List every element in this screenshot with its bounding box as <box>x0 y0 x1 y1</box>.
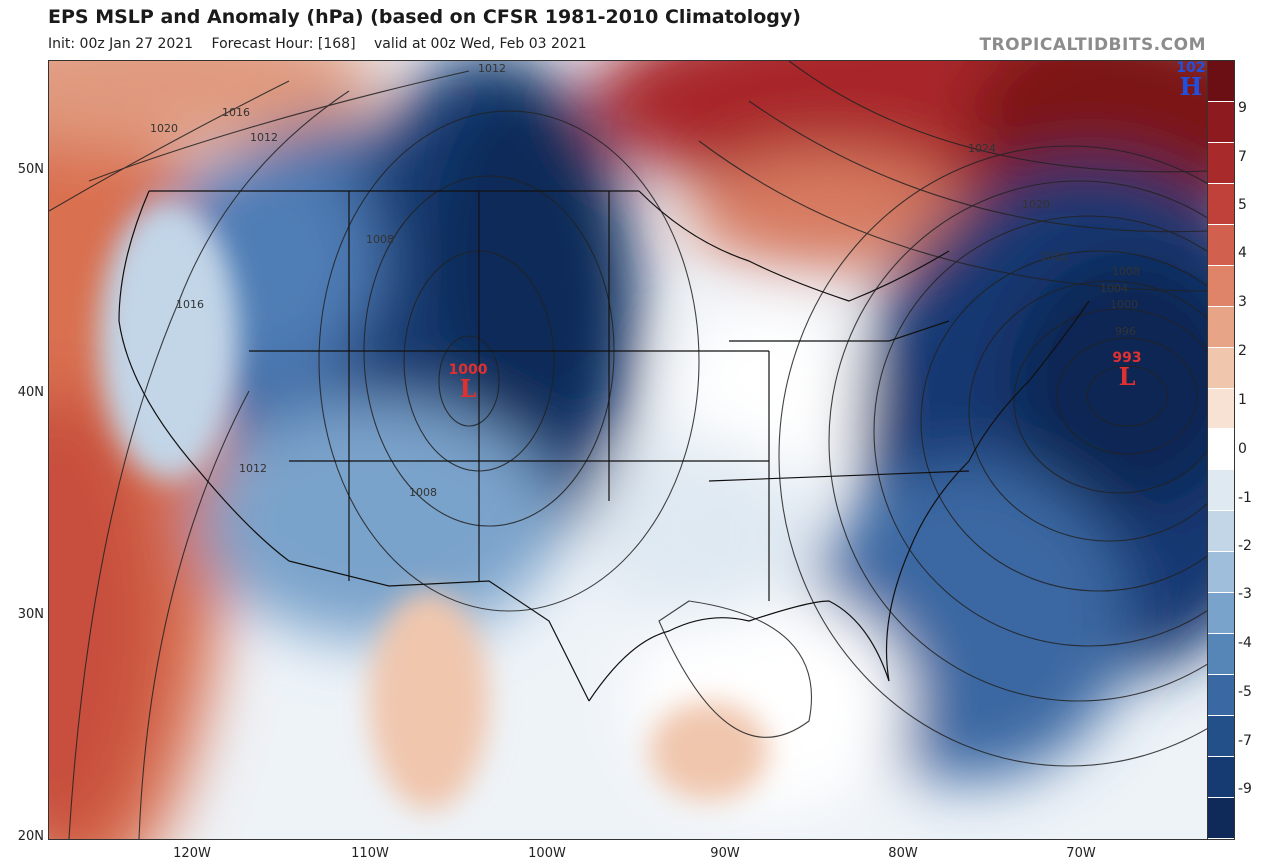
lat-label-40n: 40N <box>17 385 44 400</box>
isobar-label: 1012 <box>478 62 506 75</box>
colorbar-cell <box>1208 716 1234 757</box>
isobar-label: 1004 <box>1100 282 1128 295</box>
isobar-label: 1008 <box>409 486 437 499</box>
colorbar-tick-label: 1 <box>1238 392 1247 408</box>
isobars <box>49 61 1207 839</box>
colorbar-tick-label: -3 <box>1238 586 1252 602</box>
colorbar-tick-label: -2 <box>1238 538 1252 554</box>
lon-label-80w: 80W <box>888 846 918 861</box>
lon-label-70w: 70W <box>1066 846 1096 861</box>
valid-time: valid at 00z Wed, Feb 03 2021 <box>373 36 587 52</box>
borders <box>118 190 1090 702</box>
colorbar-tick-label: -7 <box>1238 733 1252 749</box>
colorbar-cell <box>1208 388 1234 430</box>
colorbar-cell <box>1208 470 1234 512</box>
high-pressure-symbol: H <box>1179 72 1203 101</box>
colorbar-tick-label: 0 <box>1238 441 1247 457</box>
colorbar-cell <box>1208 306 1234 348</box>
lon-label-110w: 110W <box>351 846 389 861</box>
anomaly-detail <box>99 201 769 811</box>
low-pressure-value: 1000 <box>448 362 488 378</box>
isobar-label: 996 <box>1115 325 1136 338</box>
colorbar-cell <box>1208 552 1234 594</box>
colorbar-cell <box>1208 224 1234 266</box>
colorbar-cell <box>1208 101 1234 143</box>
colorbar-tick-label: 5 <box>1238 197 1247 213</box>
low-pressure-symbol: L <box>1118 362 1136 391</box>
map-subtitle: Init: 00z Jan 27 2021 Forecast Hour: [16… <box>48 36 601 52</box>
colorbar-tick-label: 7 <box>1238 149 1247 165</box>
colorbar-tick-label: -4 <box>1238 635 1252 651</box>
isobar-label: 1012 <box>1040 250 1068 263</box>
colorbar-cell <box>1208 183 1234 225</box>
isobar-label: 1000 <box>1110 298 1138 311</box>
isobar-label: 1012 <box>239 462 267 475</box>
colorbar-tick-label: 4 <box>1238 245 1247 261</box>
colorbar-tick-label: 2 <box>1238 343 1247 359</box>
low-pressure-symbol: L <box>459 374 477 403</box>
low-pressure-value: 993 <box>1112 350 1142 366</box>
isobar-label: 1016 <box>176 298 204 311</box>
lon-label-90w: 90W <box>710 846 740 861</box>
colorbar-tick-label: 3 <box>1238 294 1247 310</box>
colorbar-cell <box>1208 429 1234 471</box>
isobar-label: 1012 <box>250 131 278 144</box>
colorbar-cell <box>1208 142 1234 184</box>
colorbar-cell <box>1208 265 1234 307</box>
anomaly-map <box>49 61 1207 839</box>
low-pressure-center-east: 993 L <box>1102 350 1152 391</box>
colorbar-tick-label: -9 <box>1238 781 1252 797</box>
lat-label-50n: 50N <box>17 162 44 177</box>
colorbar-cell <box>1208 511 1234 553</box>
colorbar-cell <box>1208 593 1234 635</box>
isobar-label: 1024 <box>968 142 996 155</box>
map-title: EPS MSLP and Anomaly (hPa) (based on CFS… <box>48 6 801 28</box>
lon-label-120w: 120W <box>173 846 211 861</box>
map-panel <box>48 60 1208 840</box>
colorbar-cell <box>1208 61 1234 102</box>
high-pressure-center: 102 H <box>1174 60 1208 101</box>
isobar-label: 1008 <box>366 233 394 246</box>
site-brand: TROPICALTIDBITS.COM <box>979 35 1206 55</box>
isobar-label: 1020 <box>1022 198 1050 211</box>
anomaly-colorbar <box>1207 60 1235 840</box>
isobar-label: 1008 <box>1112 265 1140 278</box>
colorbar-cell <box>1208 756 1234 798</box>
lon-label-100w: 100W <box>528 846 566 861</box>
colorbar-cell <box>1208 675 1234 716</box>
high-pressure-value: 102 <box>1176 60 1206 76</box>
init-time: Init: 00z Jan 27 2021 <box>48 36 194 52</box>
colorbar-cell <box>1208 634 1234 676</box>
forecast-hour: Forecast Hour: [168] <box>211 36 356 52</box>
colorbar-tick-label: 9 <box>1238 100 1247 116</box>
low-pressure-center-west: 1000 L <box>440 362 496 403</box>
lat-label-20n: 20N <box>17 829 44 844</box>
colorbar-tick-label: -1 <box>1238 490 1252 506</box>
isobar-label: 1016 <box>222 106 250 119</box>
lat-label-30n: 30N <box>17 607 44 622</box>
isobar-label: 1020 <box>150 122 178 135</box>
colorbar-cell <box>1208 797 1234 839</box>
colorbar-tick-label: -5 <box>1238 684 1252 700</box>
colorbar-cell <box>1208 347 1234 389</box>
